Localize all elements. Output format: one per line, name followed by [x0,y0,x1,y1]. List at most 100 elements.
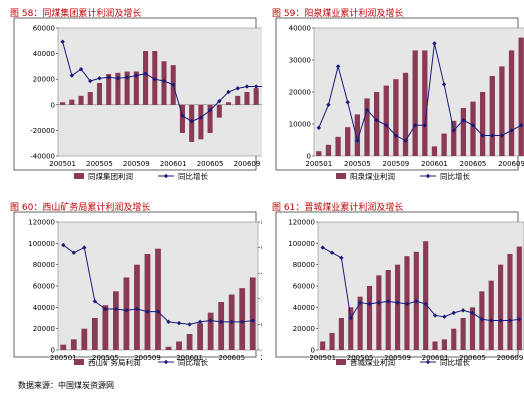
chart-panel-60: 图 60：西山矿务局累计利润及增长 120000 100000 80000 60000… [0,200,262,390]
x-tick-label: 200505 [86,160,113,168]
growth-point [386,299,391,304]
bar [207,312,214,350]
bar [441,133,447,156]
bar [508,50,515,156]
x-tick-label: 200609 [498,160,524,168]
left-tick-label: 40000 [33,50,55,58]
bar [155,248,161,350]
growth-line [318,43,522,143]
bar [320,341,326,350]
growth-point [60,39,65,44]
figure-label: 图 59： [272,9,305,19]
chart-svg: 120000100000800006000040000200000800%600… [275,211,524,367]
growth-point [335,64,341,69]
growth-point [197,319,203,325]
growth-point [355,138,360,143]
bar [423,241,429,350]
bar [432,341,438,350]
growth-point [326,102,331,107]
x-tick-label: 200605 [459,354,486,362]
growth-point [367,301,372,307]
bar [225,102,232,105]
bar [354,114,361,156]
bar [179,104,185,133]
growth-point [134,73,139,78]
x-tick-label: 200601 [176,354,203,362]
bar [383,85,389,156]
growth-point [393,133,399,138]
growth-point [208,318,213,323]
legend-line-label: 同比增长 [178,357,208,367]
data-source: 数据来源：中国煤炭资源网 [18,381,114,390]
bar [325,144,332,156]
bar [451,120,457,156]
bar [115,72,121,105]
bar [366,286,373,350]
left-tick-label: 60000 [293,283,315,291]
left-tick-label: 0 [307,153,311,161]
legend-bar-swatch [74,173,84,179]
bar [479,92,486,156]
growth-point [218,319,224,325]
growth-point [442,314,447,319]
bar [395,264,401,350]
bar [507,254,513,350]
growth-point [217,98,222,104]
bar [441,339,447,350]
x-tick-label: 200501 [50,354,77,362]
right-tick-label: 800% [261,219,262,227]
legend-bar-swatch [336,173,346,179]
right-tick-label: -200% [261,347,262,355]
growth-point [348,315,353,321]
bar [249,277,256,350]
left-tick-label: 20000 [289,89,311,97]
growth-point [69,73,75,78]
chart-title-text: 同煤集团累计利润及增长 [42,9,142,19]
chart-panel-58: 图 58：同煤集团累计利润及增长 60000 40000 20000 0 -20000 -… [0,6,262,196]
growth-point [479,317,485,322]
growth-point [152,77,157,82]
bar [357,296,363,350]
left-tick-label: 80000 [33,261,55,269]
bar [216,104,222,118]
growth-point [364,107,370,113]
growth-point [92,299,98,304]
left-tick-label: 0 [311,347,315,355]
bar [218,302,225,350]
left-tick-label: 40000 [289,25,311,33]
chart-title-text: 晋城煤业累计利润及增长 [304,203,404,213]
bar [123,277,130,350]
x-tick-label: 200501 [49,160,76,168]
right-tick-label: 400% [261,270,262,278]
right-tick-label: 0% [261,321,262,329]
bar [451,328,457,350]
left-tick-label: 120000 [288,219,315,227]
growth-point [489,318,494,323]
growth-point [339,255,344,261]
chart-svg: 120000100000800006000040000200000800%600… [13,211,262,367]
chart-title-text: 西山矿务局累计利润及增长 [42,203,151,213]
chart-svg: 400003000020000100000250%200%150%100%50%… [275,17,524,181]
growth-point [250,318,255,323]
x-tick-label: 200505 [347,354,374,362]
growth-point [161,78,167,84]
growth-point [480,133,485,138]
x-tick-label: 200609 [497,354,524,362]
growth-point [115,76,121,81]
figure-label: 图 58： [10,9,43,19]
x-tick-label: 200501 [309,354,336,362]
left-tick-label: 100000 [28,240,55,248]
bar [197,323,203,350]
growth-point [507,318,513,323]
x-tick-label: 200605 [460,160,487,168]
x-tick-label: 200501 [305,160,332,168]
bar [345,127,351,156]
bar [460,318,466,350]
growth-point [253,84,259,89]
bar [516,246,522,350]
growth-point [404,301,410,307]
x-tick-label: 200605 [218,354,245,362]
left-tick-label: 120000 [28,219,55,227]
growth-point [460,308,466,313]
legend-line-label: 同比增长 [440,171,470,181]
